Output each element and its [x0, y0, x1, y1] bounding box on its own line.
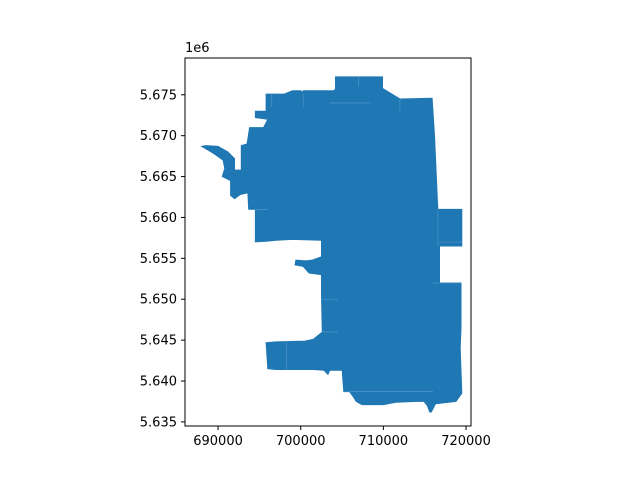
y-axis: 5.635 5.640 5.645 5.650 5.655 5.660 5.665 5.670…: [140, 88, 185, 430]
y-tick-label: 5.665: [140, 170, 177, 185]
y-tick-label: 5.635: [140, 415, 177, 430]
x-tick-label: 690000: [193, 434, 243, 449]
x-axis: 690000 700000 710000 720000: [193, 426, 491, 449]
y-tick-label: 5.640: [140, 375, 177, 390]
axes-frame: [184, 57, 472, 427]
y-tick-label: 5.645: [140, 334, 177, 349]
x-tick-label: 700000: [276, 434, 326, 449]
subregion-boundaries: [255, 76, 462, 392]
y-tick-label: 5.655: [140, 252, 177, 267]
y-tick-label: 5.670: [140, 129, 177, 144]
x-tick-label: 710000: [359, 434, 409, 449]
axis-offset-label: 1e6: [185, 41, 210, 56]
y-tick-label: 5.675: [140, 88, 177, 103]
y-tick-label: 5.650: [140, 293, 177, 308]
plot-area: [200, 76, 463, 413]
y-tick-label: 5.660: [140, 211, 177, 226]
region-polygon: [200, 76, 463, 413]
x-tick-label: 720000: [441, 434, 491, 449]
